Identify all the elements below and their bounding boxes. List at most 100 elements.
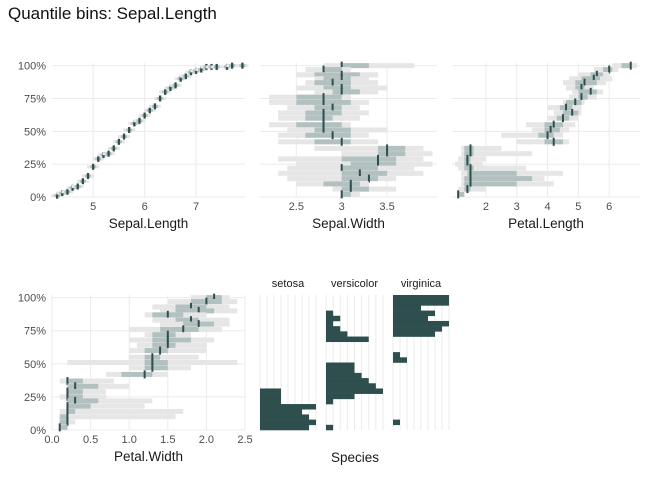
bin-iqr-bar — [603, 67, 613, 73]
bin-median-mark — [112, 145, 115, 152]
bin-median-mark — [331, 131, 334, 140]
bin-median-mark — [331, 78, 334, 87]
bin-iqr-bar — [575, 80, 597, 86]
bin-median-mark — [340, 74, 343, 83]
bin-median-mark — [340, 137, 343, 146]
bin-median-mark — [200, 66, 203, 73]
bin-median-mark — [189, 316, 192, 325]
bin-median-mark — [331, 103, 334, 112]
bin-median-mark — [466, 154, 469, 163]
bin-iqr-bar — [581, 76, 600, 82]
bin-iqr-bar — [464, 181, 517, 187]
y-tick-label: 75% — [24, 326, 46, 338]
bin-iqr-bar — [341, 186, 369, 192]
bin-iqr-bar — [578, 94, 588, 100]
bin-iqr-bar — [467, 170, 517, 176]
bin-iqr-bar — [350, 161, 397, 167]
bin-median-mark — [66, 407, 69, 416]
bin-median-mark — [552, 137, 555, 146]
bin-median-mark — [205, 297, 208, 306]
heatmap-cell — [393, 326, 442, 332]
bin-median-mark — [148, 107, 151, 114]
y-tick-label: 0% — [30, 425, 46, 437]
bin-iqr-bar — [323, 67, 342, 73]
bin-median-mark — [74, 382, 77, 391]
bin-median-mark — [138, 117, 141, 124]
heatmap-cell — [260, 424, 309, 431]
x-tick-label: 7 — [193, 201, 199, 213]
facet-strip-label: virginica — [401, 278, 442, 290]
bin-range-bar — [458, 186, 486, 192]
bin-iqr-bar — [144, 360, 168, 365]
bin-median-mark — [197, 320, 200, 329]
bin-iqr-bar — [67, 378, 83, 384]
facet-strip-label: setosa — [272, 278, 305, 290]
bin-iqr-bar — [296, 94, 342, 100]
heatmap-cell — [393, 357, 407, 363]
bin-median-mark — [86, 172, 90, 179]
heatmap-cell — [393, 310, 435, 317]
bin-range-bar — [67, 398, 153, 404]
bin-median-mark — [55, 192, 59, 199]
bin-iqr-bar — [458, 191, 465, 197]
bin-median-mark — [552, 120, 555, 129]
bin-iqr-bar — [464, 151, 474, 157]
heatmap-cell — [393, 419, 400, 426]
bin-iqr-bar — [341, 191, 351, 197]
bin-iqr-bar — [464, 165, 474, 171]
heatmap-cell — [326, 331, 348, 337]
bin-range-bar — [67, 403, 145, 409]
x-axis-label: Sepal.Length — [109, 216, 189, 231]
bin-range-bar — [461, 151, 533, 157]
y-tick-label: 50% — [24, 126, 46, 138]
bin-median-mark — [164, 88, 167, 95]
x-tick-label: 0.5 — [83, 434, 98, 446]
heatmap-cell — [393, 305, 421, 311]
bin-iqr-bar — [314, 139, 351, 145]
bin-median-mark — [322, 126, 325, 134]
bin-range-bar — [314, 145, 424, 151]
bin-median-mark — [565, 103, 568, 112]
heatmap-cell — [326, 362, 355, 368]
bin-iqr-bar — [378, 145, 406, 151]
bin-range-bar — [501, 132, 563, 138]
heatmap-cell — [326, 383, 376, 389]
x-axis-label: Petal.Width — [114, 449, 183, 464]
bin-iqr-bar — [341, 176, 378, 182]
bin-iqr-bar — [538, 132, 554, 138]
heatmap-cell — [260, 398, 281, 405]
bin-median-mark — [76, 183, 79, 190]
bin-iqr-bar — [314, 105, 342, 111]
bin-median-mark — [386, 149, 389, 158]
bin-median-mark — [629, 61, 632, 70]
facet-strip-label: versicolor — [331, 278, 378, 290]
x-tick-label: 4 — [544, 201, 550, 213]
bin-median-mark — [549, 126, 552, 134]
bin-median-mark — [184, 73, 187, 80]
bin-median-mark — [128, 127, 131, 133]
bin-iqr-bar — [144, 365, 168, 371]
x-axis-label: Sepal.Width — [312, 216, 385, 231]
heatmap-cell — [393, 315, 428, 322]
bin-median-mark — [143, 112, 146, 119]
heatmap-cell — [393, 352, 400, 358]
x-axis-label: Species — [331, 450, 379, 465]
bin-iqr-bar — [378, 151, 406, 157]
bin-iqr-bar — [67, 383, 99, 389]
heatmap-cell — [260, 388, 281, 394]
bin-iqr-bar — [314, 72, 360, 78]
bin-median-mark — [66, 387, 69, 396]
bin-iqr-bar — [121, 371, 153, 377]
x-tick-label: 2 — [483, 201, 489, 213]
bin-median-mark — [166, 336, 169, 344]
bin-iqr-bar — [323, 76, 351, 82]
x-tick-label: 5 — [90, 201, 96, 213]
x-axis-label: Petal.Length — [508, 216, 584, 231]
x-tick-label: 0.0 — [44, 434, 59, 446]
bin-median-mark — [58, 423, 61, 432]
heatmap-cell — [393, 300, 449, 306]
bin-iqr-bar — [152, 342, 176, 348]
heatmap-cell — [326, 315, 341, 322]
bin-median-mark — [241, 62, 244, 69]
